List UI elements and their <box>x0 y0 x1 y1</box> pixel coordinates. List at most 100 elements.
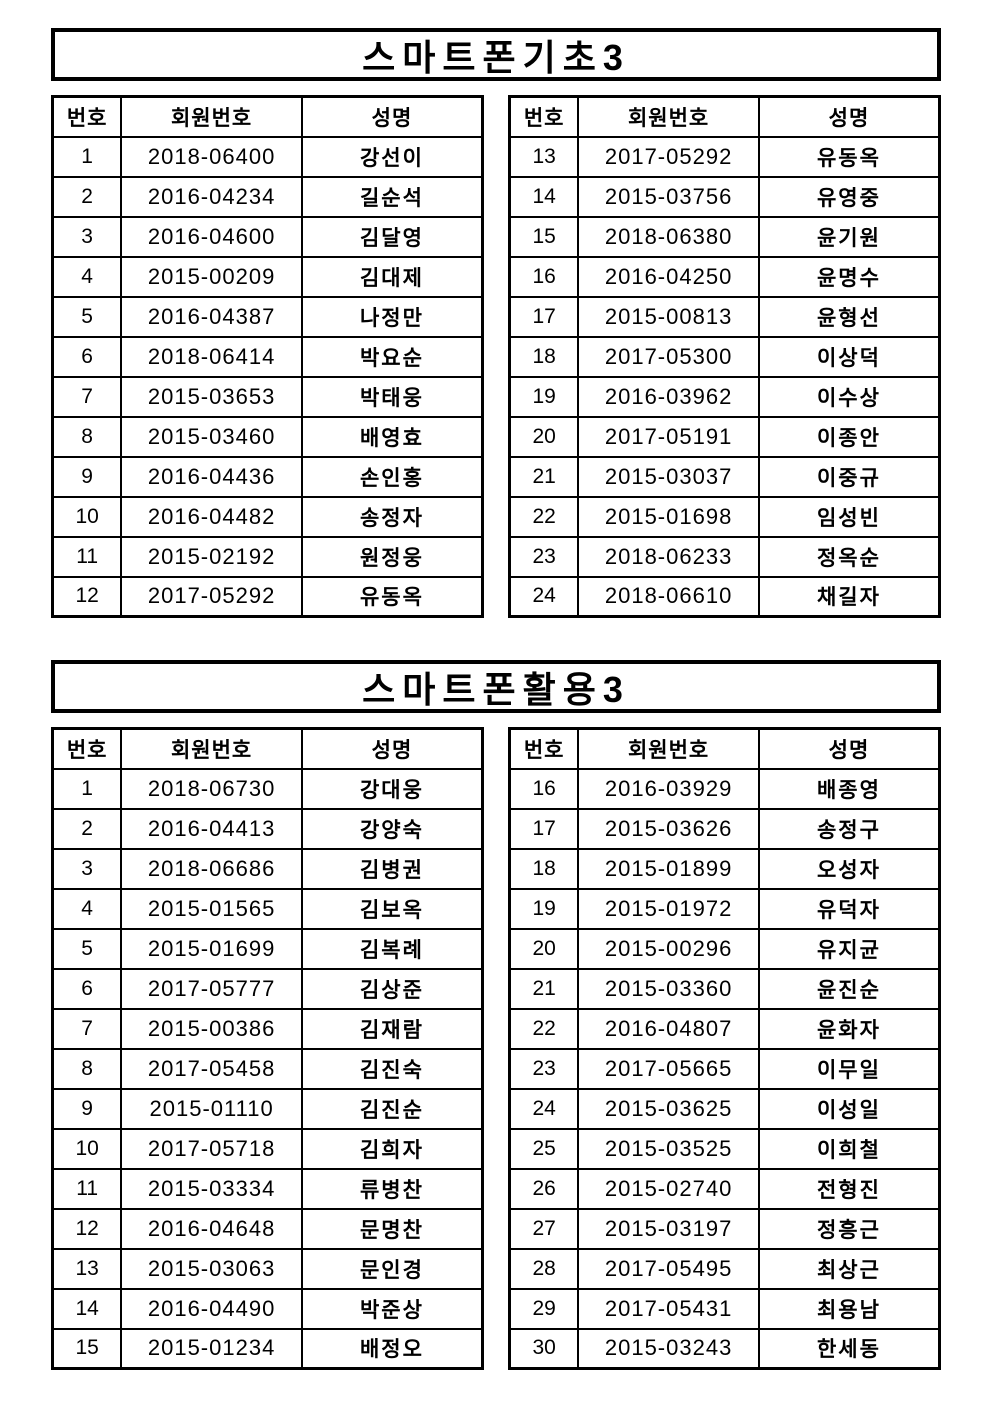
member-id-cell: 2015-00386 <box>120 1007 303 1050</box>
table-row: 6 2018-06414 박요순 <box>51 335 484 378</box>
member-id-cell: 2016-04436 <box>120 455 303 498</box>
row-number-cell: 6 <box>51 967 123 1010</box>
member-name-cell: 박준상 <box>300 1287 484 1330</box>
row-number-cell: 10 <box>51 495 123 538</box>
table-row: 24 2018-06610 채길자 <box>508 575 941 618</box>
member-name-cell: 류병찬 <box>300 1167 484 1210</box>
table-row: 22 2015-01698 임성빈 <box>508 495 941 538</box>
member-id-cell: 2015-01110 <box>120 1087 303 1130</box>
member-id-cell: 2015-03360 <box>577 967 760 1010</box>
table-row: 8 2017-05458 김진숙 <box>51 1047 484 1090</box>
member-id-cell: 2015-03037 <box>577 455 760 498</box>
section-smartphone-advanced: 스마트폰활용3 번호 회원번호 성명 1 2018-06730 강대웅 2 2016-0441… <box>51 660 941 1370</box>
member-id-cell: 2017-05292 <box>120 575 303 618</box>
row-number-cell: 30 <box>508 1327 580 1370</box>
section-smartphone-basics: 스마트폰기초3 번호 회원번호 성명 1 2018-06400 강선이 2 2016-0423… <box>51 28 941 618</box>
column-header: 회원번호 <box>577 727 760 770</box>
row-number-cell: 17 <box>508 807 580 850</box>
member-name-cell: 이무일 <box>757 1047 941 1090</box>
member-id-cell: 2016-03929 <box>577 767 760 810</box>
table-row: 20 2015-00296 유지균 <box>508 927 941 970</box>
section-title-box: 스마트폰활용3 <box>51 660 941 713</box>
member-id-cell: 2017-05300 <box>577 335 760 378</box>
member-id-cell: 2018-06730 <box>120 767 303 810</box>
row-number-cell: 5 <box>51 927 123 970</box>
member-name-cell: 전형진 <box>757 1167 941 1210</box>
row-number-cell: 21 <box>508 967 580 1010</box>
member-name-cell: 손인홍 <box>300 455 484 498</box>
member-name-cell: 최용남 <box>757 1287 941 1330</box>
table-row: 26 2015-02740 전형진 <box>508 1167 941 1210</box>
table-row: 3 2018-06686 김병권 <box>51 847 484 890</box>
table-row: 21 2015-03360 윤진순 <box>508 967 941 1010</box>
member-name-cell: 윤명수 <box>757 255 941 298</box>
member-name-cell: 김복례 <box>300 927 484 970</box>
table-row: 16 2016-04250 윤명수 <box>508 255 941 298</box>
member-id-cell: 2015-03460 <box>120 415 303 458</box>
member-name-cell: 윤기원 <box>757 215 941 258</box>
member-name-cell: 유동옥 <box>300 575 484 618</box>
member-id-cell: 2018-06233 <box>577 535 760 578</box>
member-name-cell: 정흥근 <box>757 1207 941 1250</box>
member-name-cell: 윤화자 <box>757 1007 941 1050</box>
row-number-cell: 1 <box>51 767 123 810</box>
column-header: 성명 <box>300 727 484 770</box>
row-number-cell: 26 <box>508 1167 580 1210</box>
row-number-cell: 11 <box>51 1167 123 1210</box>
row-number-cell: 13 <box>508 135 580 178</box>
member-id-cell: 2016-04648 <box>120 1207 303 1250</box>
member-id-cell: 2015-01699 <box>120 927 303 970</box>
row-number-cell: 11 <box>51 535 123 578</box>
row-number-cell: 5 <box>51 295 123 338</box>
table-row: 14 2015-03756 유영중 <box>508 175 941 218</box>
member-name-cell: 강양숙 <box>300 807 484 850</box>
member-name-cell: 유지균 <box>757 927 941 970</box>
table-row: 3 2016-04600 김달영 <box>51 215 484 258</box>
row-number-cell: 10 <box>51 1127 123 1170</box>
row-number-cell: 8 <box>51 415 123 458</box>
table-row: 21 2015-03037 이중규 <box>508 455 941 498</box>
row-number-cell: 29 <box>508 1287 580 1330</box>
row-number-cell: 2 <box>51 807 123 850</box>
column-header: 회원번호 <box>120 95 303 138</box>
member-name-cell: 윤진순 <box>757 967 941 1010</box>
row-number-cell: 16 <box>508 255 580 298</box>
table-row: 22 2016-04807 윤화자 <box>508 1007 941 1050</box>
member-id-cell: 2015-02740 <box>577 1167 760 1210</box>
member-name-cell: 이수상 <box>757 375 941 418</box>
table-row: 16 2016-03929 배종영 <box>508 767 941 810</box>
table-row: 4 2015-01565 김보옥 <box>51 887 484 930</box>
member-id-cell: 2016-04600 <box>120 215 303 258</box>
row-number-cell: 22 <box>508 1007 580 1050</box>
member-name-cell: 임성빈 <box>757 495 941 538</box>
table-row: 9 2016-04436 손인홍 <box>51 455 484 498</box>
column-header: 회원번호 <box>577 95 760 138</box>
roster-table-right: 번호 회원번호 성명 16 2016-03929 배종영 17 2015-03626 송정구 18… <box>508 727 941 1370</box>
row-number-cell: 19 <box>508 375 580 418</box>
member-name-cell: 송정자 <box>300 495 484 538</box>
row-number-cell: 4 <box>51 255 123 298</box>
table-row: 18 2015-01899 오성자 <box>508 847 941 890</box>
member-id-cell: 2015-01698 <box>577 495 760 538</box>
member-name-cell: 김보옥 <box>300 887 484 930</box>
table-row: 6 2017-05777 김상준 <box>51 967 484 1010</box>
table-row: 12 2016-04648 문명찬 <box>51 1207 484 1250</box>
member-name-cell: 이성일 <box>757 1087 941 1130</box>
column-header: 번호 <box>508 727 580 770</box>
table-row: 19 2016-03962 이수상 <box>508 375 941 418</box>
table-row: 17 2015-00813 윤형선 <box>508 295 941 338</box>
member-id-cell: 2016-04413 <box>120 807 303 850</box>
table-row: 11 2015-03334 류병찬 <box>51 1167 484 1210</box>
member-id-cell: 2017-05718 <box>120 1127 303 1170</box>
member-name-cell: 박태웅 <box>300 375 484 418</box>
member-name-cell: 박요순 <box>300 335 484 378</box>
member-id-cell: 2016-04250 <box>577 255 760 298</box>
member-name-cell: 유동옥 <box>757 135 941 178</box>
member-id-cell: 2015-03626 <box>577 807 760 850</box>
member-id-cell: 2015-03653 <box>120 375 303 418</box>
member-id-cell: 2015-03063 <box>120 1247 303 1290</box>
row-number-cell: 15 <box>508 215 580 258</box>
table-row: 11 2015-02192 원정웅 <box>51 535 484 578</box>
row-number-cell: 9 <box>51 1087 123 1130</box>
table-row: 17 2015-03626 송정구 <box>508 807 941 850</box>
